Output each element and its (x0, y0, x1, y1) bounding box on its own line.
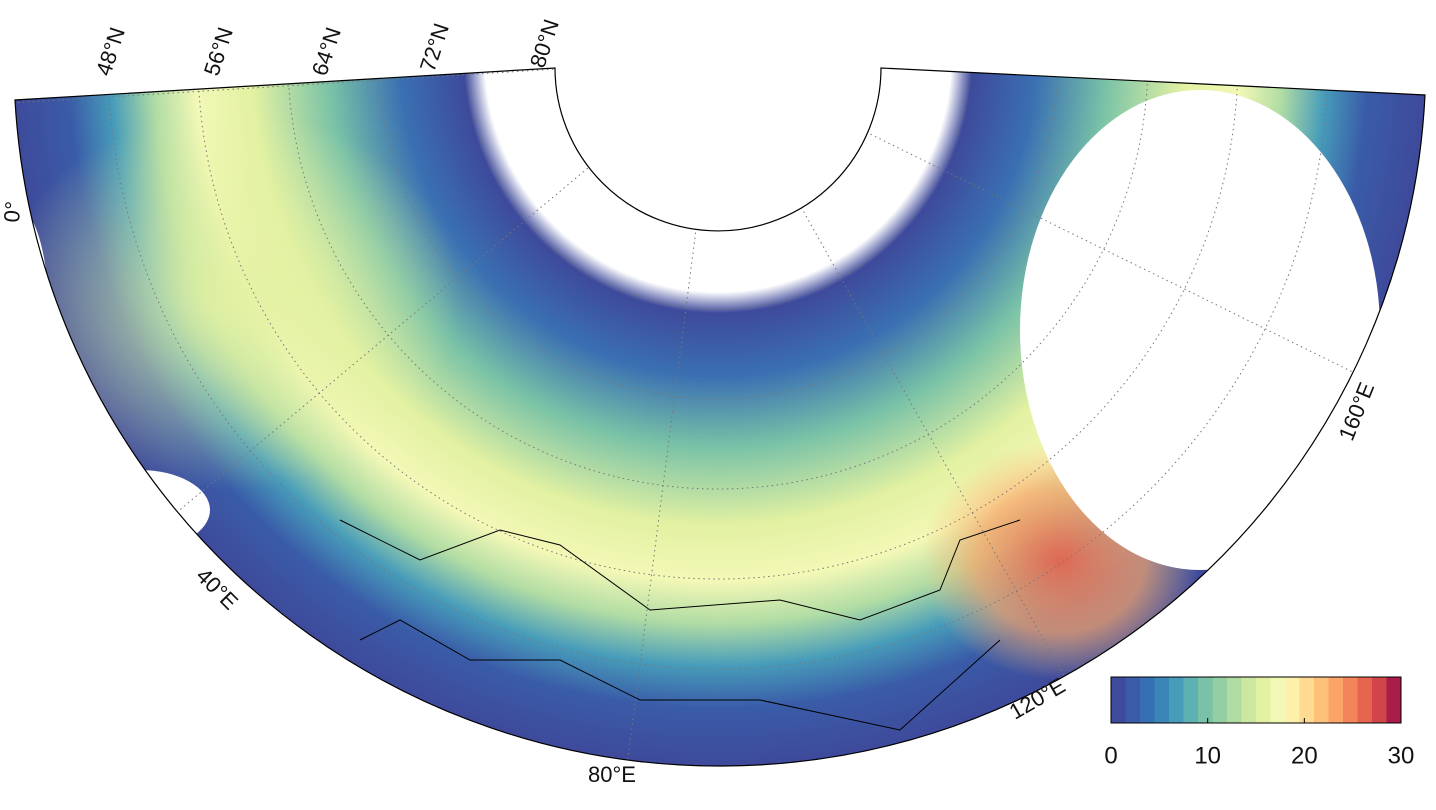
map-frame (14, 67, 1426, 767)
colorbar-swatch (1343, 677, 1358, 723)
colorbar-swatch (1299, 677, 1315, 723)
colorbar-swatch (1256, 677, 1271, 723)
colorbar-swatch (1154, 677, 1170, 723)
colorbar-tick-label: 20 (1291, 742, 1318, 769)
colorbar-swatch (1125, 677, 1141, 723)
colorbar-swatch (1169, 677, 1184, 723)
colorbar-swatch (1140, 677, 1155, 723)
colorbar: 0 10 20 30 (1104, 676, 1415, 769)
latitude-label: 72°N (415, 20, 454, 74)
colorbar-swatch (1227, 677, 1242, 723)
colorbar-swatch (1372, 677, 1387, 723)
colorbar-frame (1110, 676, 1402, 724)
colorbar-swatch (1241, 677, 1257, 723)
colorbar-swatch (1328, 677, 1344, 723)
latitude-label: 56°N (199, 24, 238, 78)
colorbar-swatch (1314, 677, 1329, 723)
colorbar-tick-label: 10 (1194, 742, 1221, 769)
latitude-label: 80°N (525, 16, 564, 70)
colorbar-swatch (1198, 677, 1213, 723)
longitude-label: 0° (0, 200, 26, 223)
colorbar-swatch (1386, 677, 1402, 723)
latitude-label: 64°N (307, 24, 346, 78)
colorbar-tick-label: 0 (1104, 742, 1117, 769)
colorbar-swatch (1212, 677, 1228, 723)
colorbar-swatch (1111, 677, 1126, 723)
colorbar-swatch (1270, 677, 1286, 723)
colorbar-tick-label: 30 (1388, 742, 1415, 769)
longitude-label: 80°E (588, 762, 636, 787)
colorbar-swatch (1183, 677, 1199, 723)
colorbar-swatch (1357, 677, 1373, 723)
latitude-label: 48°N (91, 24, 130, 78)
colorbar-swatch (1285, 677, 1300, 723)
